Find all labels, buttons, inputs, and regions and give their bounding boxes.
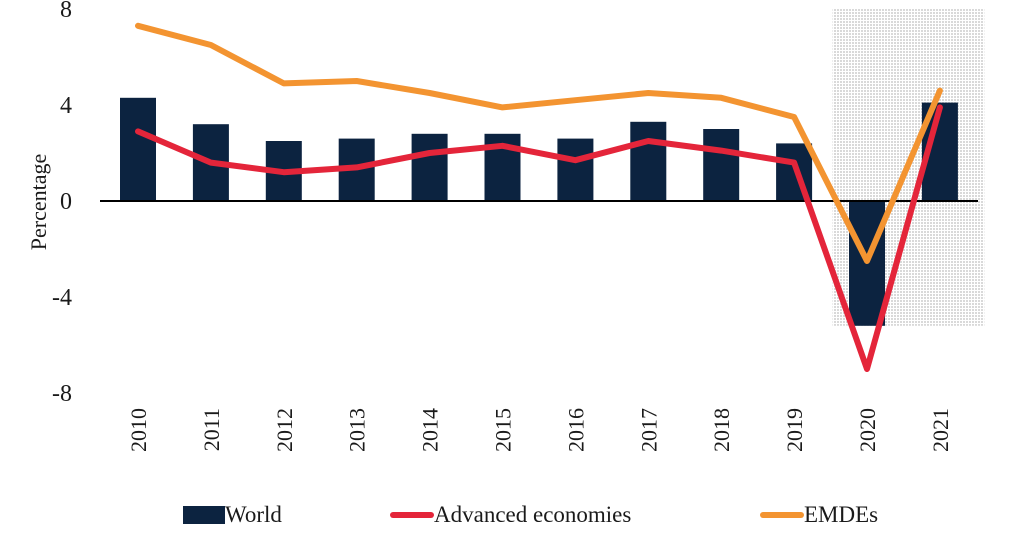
line-advanced-economies <box>135 104 943 372</box>
legend: World Advanced economies EMDEs <box>0 502 1015 532</box>
bar-world-2014 <box>411 133 448 201</box>
legend-item-world: World <box>183 502 282 528</box>
x-tick-label-2013: 2013 <box>345 408 370 452</box>
legend-swatch-emdes <box>760 512 804 518</box>
y-tick-label: -4 <box>52 285 72 311</box>
legend-label-world: World <box>225 502 282 527</box>
bar-world-2018 <box>703 129 740 201</box>
x-tick-label-2011: 2011 <box>199 408 224 451</box>
y-axis-label: Percentage <box>26 154 51 251</box>
legend-swatch-advanced-economies <box>390 512 434 518</box>
bar-world-2017 <box>630 121 667 201</box>
y-tick-label: -8 <box>52 381 72 407</box>
legend-item-emdes: EMDEs <box>760 502 878 528</box>
x-tick-label-2010: 2010 <box>126 408 151 452</box>
x-tick-label-2020: 2020 <box>855 408 880 452</box>
y-tick-label: 8 <box>60 0 72 23</box>
y-tick-label: 0 <box>60 189 72 215</box>
x-tick-label-2019: 2019 <box>782 408 807 452</box>
x-tick-label-2017: 2017 <box>636 408 661 452</box>
y-tick-label: 4 <box>60 93 72 119</box>
x-tick-label-2015: 2015 <box>491 408 516 452</box>
x-tick-label-2014: 2014 <box>418 408 443 452</box>
chart: 8 4 0 -4 -8 2010 2011 2012 2013 2014 2015 2016 2017… <box>26 0 985 452</box>
x-tick-label-2012: 2012 <box>272 408 297 452</box>
legend-item-advanced-economies: Advanced economies <box>390 502 631 528</box>
legend-swatch-world <box>183 506 225 524</box>
legend-label-advanced-economies: Advanced economies <box>434 502 632 527</box>
x-tick-label-2016: 2016 <box>563 408 588 452</box>
x-tick-label-2021: 2021 <box>928 408 953 452</box>
x-tick-label-2018: 2018 <box>709 408 734 452</box>
line-emdes <box>135 22 943 264</box>
bar-world-2010 <box>120 97 156 201</box>
legend-label-emdes: EMDEs <box>804 502 879 527</box>
bar-world-2016 <box>557 138 594 201</box>
